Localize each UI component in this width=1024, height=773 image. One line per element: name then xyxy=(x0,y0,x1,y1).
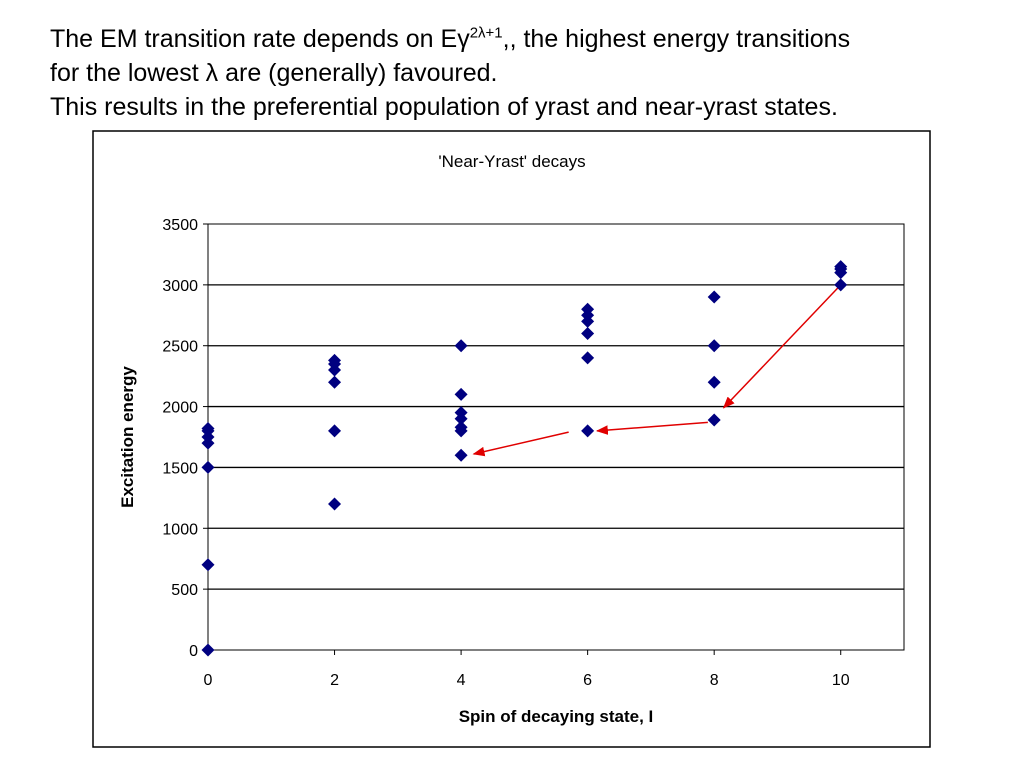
data-point xyxy=(328,375,342,389)
data-point xyxy=(834,278,848,292)
y-tick-label-2000: 2000 xyxy=(162,400,198,417)
data-point xyxy=(581,327,595,341)
x-axis-label: Spin of decaying state, I xyxy=(459,707,654,726)
data-point xyxy=(581,424,595,438)
y-tick-label-1500: 1500 xyxy=(162,460,198,477)
arrow-annotations xyxy=(472,284,842,457)
data-point xyxy=(454,448,468,462)
decay-arrow-3 xyxy=(472,431,569,457)
data-points xyxy=(201,260,848,657)
x-tick-label-8: 8 xyxy=(710,672,719,689)
chart-title: 'Near-Yrast' decays xyxy=(438,152,585,171)
intro-line-3: This results in the preferential populat… xyxy=(50,93,838,121)
intro-line-2: for the lowest λ are (generally) favoure… xyxy=(50,56,1010,90)
y-tick-label-2500: 2500 xyxy=(162,339,198,356)
grid-lines xyxy=(208,284,904,590)
data-point xyxy=(581,302,595,316)
gamma-symbol: γ xyxy=(457,25,470,53)
intro-line-1-prefix: The EM transition rate depends on E xyxy=(50,25,458,53)
intro-line-1: The EM transition rate depends on Eγ2λ+1… xyxy=(50,22,1010,56)
x-tick-label-2: 2 xyxy=(330,672,339,689)
data-point xyxy=(201,643,215,657)
y-tick-labels: 0 500 1000 1500 2000 2500 3000 3500 xyxy=(162,217,208,660)
x-tick-label-10: 10 xyxy=(832,672,850,689)
data-point xyxy=(581,351,595,365)
intro-line-1-suffix: ,, the highest energy transitions xyxy=(502,25,851,53)
data-point xyxy=(707,290,721,304)
data-point xyxy=(201,558,215,572)
data-point xyxy=(834,260,848,274)
y-tick-label-1000: 1000 xyxy=(162,521,198,538)
x-tick-label-0: 0 xyxy=(204,672,213,689)
data-point xyxy=(707,413,721,427)
slide-text: The EM transition rate depends on Eγ2λ+1… xyxy=(50,22,1010,124)
x-tick-labels: 0 2 4 6 8 10 xyxy=(204,650,850,689)
x-tick-label-4: 4 xyxy=(457,672,466,689)
data-point xyxy=(707,375,721,389)
y-axis-label: Excitation energy xyxy=(118,366,137,508)
data-point xyxy=(454,420,468,434)
y-tick-label-500: 500 xyxy=(171,582,198,599)
y-tick-label-3500: 3500 xyxy=(162,217,198,234)
data-point xyxy=(201,460,215,474)
decay-arrow-1 xyxy=(722,284,842,409)
data-point xyxy=(328,424,342,438)
data-point xyxy=(328,497,342,511)
data-point xyxy=(454,339,468,353)
data-point xyxy=(454,406,468,420)
decay-arrow-2 xyxy=(595,421,708,435)
y-tick-label-3000: 3000 xyxy=(162,278,198,295)
data-point xyxy=(328,353,342,367)
x-tick-label-6: 6 xyxy=(583,672,592,689)
intro-line-2-prefix: for the lowest xyxy=(50,59,199,87)
data-point xyxy=(201,421,215,435)
lambda-symbol: λ xyxy=(205,59,219,87)
intro-line-2-suffix: are (generally) favoured. xyxy=(225,59,498,87)
data-point xyxy=(454,387,468,401)
exponent: 2λ+1 xyxy=(469,24,503,42)
data-point xyxy=(707,339,721,353)
chart-frame xyxy=(92,130,931,748)
y-tick-label-0: 0 xyxy=(189,643,198,660)
